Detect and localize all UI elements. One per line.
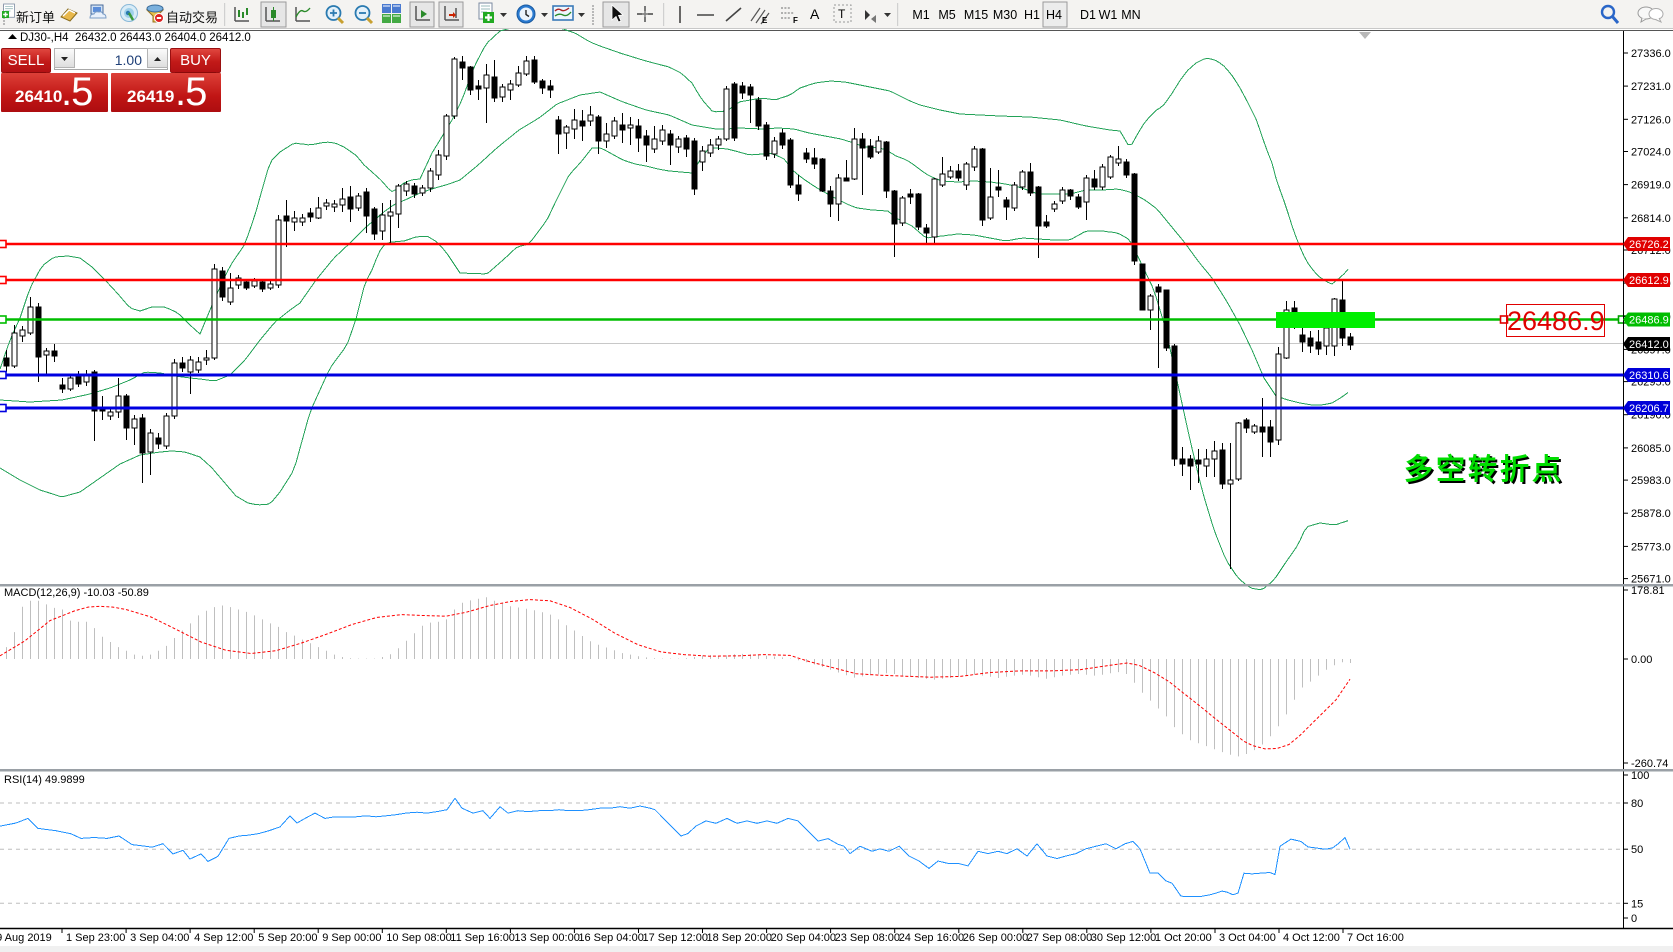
svg-text:23 Sep 08:00: 23 Sep 08:00 (835, 932, 900, 944)
svg-text:10 Sep 08:00: 10 Sep 08:00 (386, 932, 451, 944)
svg-text:27126.0: 27126.0 (1631, 114, 1671, 126)
svg-text:13 Sep 00:00: 13 Sep 00:00 (514, 932, 579, 944)
svg-text:26 Sep 00:00: 26 Sep 00:00 (963, 932, 1028, 944)
svg-text:A: A (810, 6, 820, 22)
svg-text:M5: M5 (938, 8, 955, 22)
svg-text:1 Sep 23:00: 1 Sep 23:00 (66, 932, 125, 944)
svg-text:80: 80 (1631, 798, 1643, 810)
svg-text:RSI(14) 49.9899: RSI(14) 49.9899 (4, 774, 85, 786)
svg-text:5 Sep 20:00: 5 Sep 20:00 (258, 932, 317, 944)
svg-text:50: 50 (1631, 844, 1643, 856)
svg-text:26726.2: 26726.2 (1629, 239, 1669, 251)
svg-text:H4: H4 (1046, 8, 1062, 22)
svg-text:26310.6: 26310.6 (1629, 370, 1669, 382)
svg-text:26486.9: 26486.9 (1629, 315, 1669, 327)
svg-text:-260.74: -260.74 (1631, 758, 1668, 770)
svg-text:27336.0: 27336.0 (1631, 48, 1671, 60)
svg-text:30 Sep 12:00: 30 Sep 12:00 (1091, 932, 1156, 944)
svg-text:M30: M30 (993, 8, 1017, 22)
svg-text:11 Sep 16:00: 11 Sep 16:00 (450, 932, 515, 944)
svg-text:25983.0: 25983.0 (1631, 475, 1671, 487)
svg-text:178.81: 178.81 (1631, 585, 1665, 597)
svg-text:25878.0: 25878.0 (1631, 508, 1671, 520)
svg-text:7 Oct 16:00: 7 Oct 16:00 (1347, 932, 1404, 944)
svg-text:MN: MN (1121, 8, 1140, 22)
svg-text:25671.0: 25671.0 (1631, 574, 1671, 586)
svg-text:26919.0: 26919.0 (1631, 180, 1671, 192)
svg-text:17 Sep 12:00: 17 Sep 12:00 (643, 932, 708, 944)
svg-text:W1: W1 (1099, 8, 1118, 22)
svg-text:26814.0: 26814.0 (1631, 213, 1671, 225)
svg-text:16 Sep 04:00: 16 Sep 04:00 (578, 932, 643, 944)
svg-text:3 Oct 04:00: 3 Oct 04:00 (1219, 932, 1276, 944)
svg-text:M1: M1 (912, 8, 929, 22)
svg-text:MACD(12,26,9) -10.03 -50.89: MACD(12,26,9) -10.03 -50.89 (4, 587, 149, 599)
svg-text:9 Sep 00:00: 9 Sep 00:00 (322, 932, 381, 944)
svg-text:26612.9: 26612.9 (1629, 275, 1669, 287)
svg-text:F: F (793, 16, 798, 25)
svg-text:27024.0: 27024.0 (1631, 147, 1671, 159)
svg-text:26412.0: 26412.0 (1629, 339, 1669, 351)
svg-text:18 Sep 20:00: 18 Sep 20:00 (707, 932, 772, 944)
svg-text:27231.0: 27231.0 (1631, 81, 1671, 93)
svg-text:T: T (838, 7, 846, 21)
svg-text:25773.0: 25773.0 (1631, 541, 1671, 553)
svg-text:E: E (762, 16, 768, 25)
svg-text:29 Aug 2019: 29 Aug 2019 (0, 932, 52, 944)
svg-text:4 Sep 12:00: 4 Sep 12:00 (194, 932, 253, 944)
svg-text:4 Oct 12:00: 4 Oct 12:00 (1283, 932, 1340, 944)
svg-text:0: 0 (1631, 913, 1637, 925)
svg-text:3 Sep 04:00: 3 Sep 04:00 (130, 932, 189, 944)
svg-text:24 Sep 16:00: 24 Sep 16:00 (899, 932, 964, 944)
svg-text:27 Sep 08:00: 27 Sep 08:00 (1027, 932, 1092, 944)
svg-text:1 Oct 20:00: 1 Oct 20:00 (1155, 932, 1212, 944)
svg-text:15: 15 (1631, 898, 1643, 910)
svg-text:26085.0: 26085.0 (1631, 443, 1671, 455)
svg-text:H1: H1 (1024, 8, 1040, 22)
svg-text:DJ30-,H4 26432.0 26443.0 2640: DJ30-,H4 26432.0 26443.0 26404.0 26412.0 (20, 32, 251, 44)
svg-text:M15: M15 (964, 8, 988, 22)
svg-text:26206.7: 26206.7 (1629, 403, 1669, 415)
svg-text:0.00: 0.00 (1631, 654, 1652, 666)
svg-text:100: 100 (1631, 770, 1649, 782)
svg-text:20 Sep 04:00: 20 Sep 04:00 (771, 932, 836, 944)
svg-text:D1: D1 (1080, 8, 1096, 22)
